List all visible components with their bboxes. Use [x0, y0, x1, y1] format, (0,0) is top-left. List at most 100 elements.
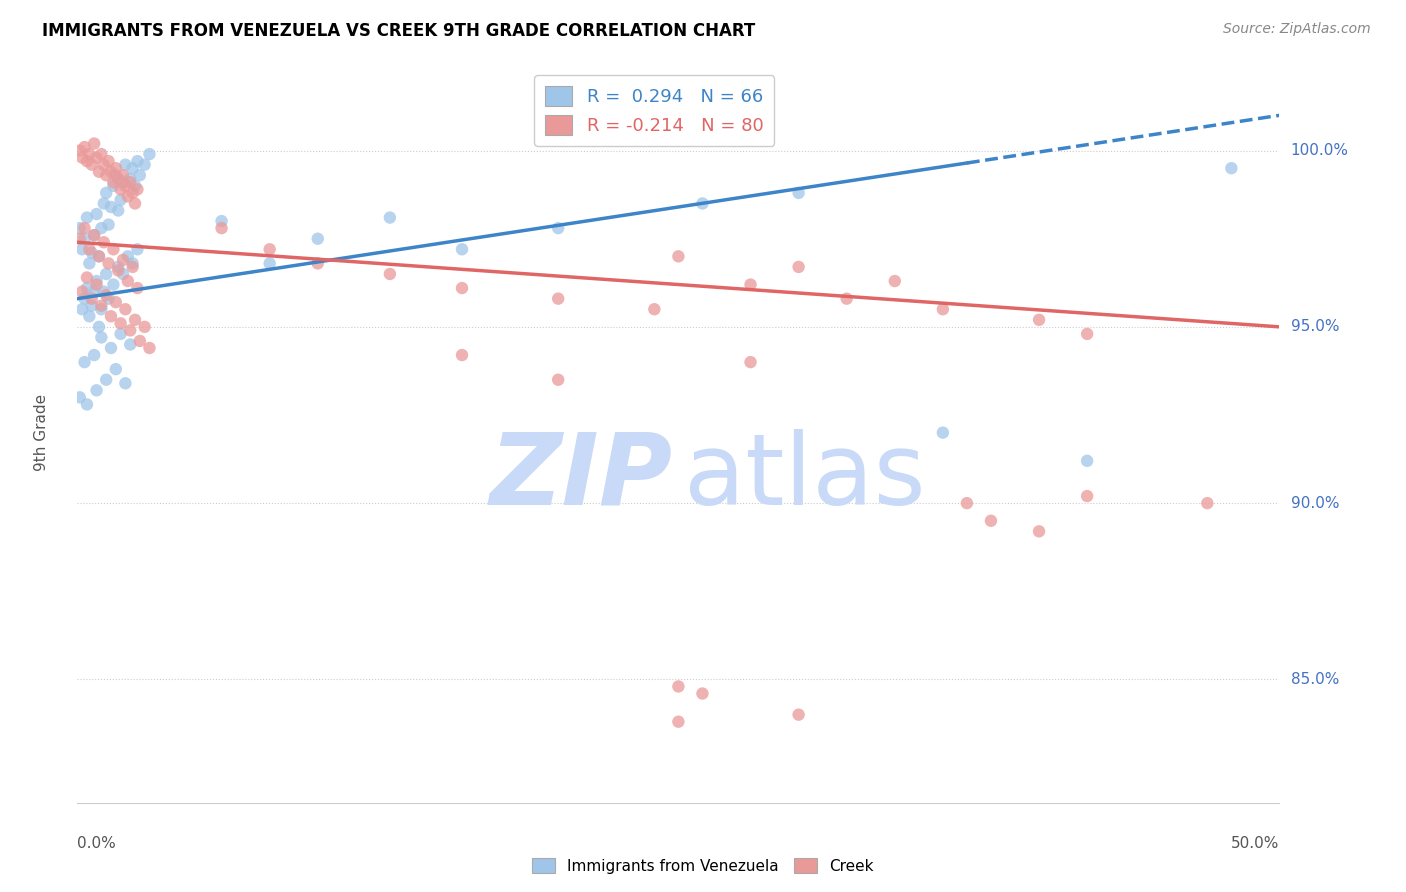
- Point: [97, 256, 120, 270]
- Point: [259, 242, 281, 256]
- Point: [93, 235, 115, 250]
- Point: [97, 292, 120, 306]
- Point: [1197, 496, 1219, 510]
- Text: Source: ZipAtlas.com: Source: ZipAtlas.com: [1223, 22, 1371, 37]
- Point: [69, 232, 91, 246]
- Point: [69, 221, 91, 235]
- Point: [79, 256, 101, 270]
- Point: [107, 203, 129, 218]
- Point: [96, 267, 118, 281]
- Point: [787, 260, 810, 274]
- Point: [70, 285, 93, 299]
- Point: [103, 242, 125, 256]
- Point: [114, 376, 136, 391]
- Point: [69, 390, 91, 404]
- Point: [100, 310, 122, 324]
- Point: [111, 267, 134, 281]
- Point: [124, 313, 146, 327]
- Point: [127, 154, 149, 169]
- Point: [117, 189, 139, 203]
- Point: [97, 218, 120, 232]
- Point: [127, 242, 149, 256]
- Point: [86, 274, 108, 288]
- Point: [100, 200, 122, 214]
- Point: [668, 680, 690, 694]
- Point: [107, 263, 129, 277]
- Point: [259, 256, 281, 270]
- Point: [127, 182, 149, 196]
- Point: [100, 341, 122, 355]
- Point: [104, 362, 127, 376]
- Point: [111, 252, 134, 267]
- Point: [86, 384, 108, 398]
- Point: [96, 373, 118, 387]
- Point: [83, 348, 105, 362]
- Point: [668, 249, 690, 263]
- Point: [547, 292, 569, 306]
- Point: [547, 373, 569, 387]
- Text: 85.0%: 85.0%: [1291, 672, 1339, 687]
- Point: [740, 355, 762, 369]
- Point: [128, 168, 150, 182]
- Point: [104, 295, 127, 310]
- Point: [932, 302, 955, 317]
- Point: [93, 196, 115, 211]
- Point: [80, 158, 103, 172]
- Point: [86, 277, 108, 292]
- Point: [692, 686, 714, 700]
- Point: [90, 299, 112, 313]
- Point: [121, 260, 143, 274]
- Point: [76, 281, 98, 295]
- Point: [96, 168, 118, 182]
- Point: [103, 175, 125, 189]
- Point: [668, 714, 690, 729]
- Point: [80, 245, 103, 260]
- Point: [86, 151, 108, 165]
- Point: [124, 196, 146, 211]
- Point: [451, 348, 474, 362]
- Point: [83, 136, 105, 151]
- Point: [111, 175, 134, 189]
- Text: 0.0%: 0.0%: [77, 836, 117, 851]
- Point: [110, 316, 132, 330]
- Point: [451, 242, 474, 256]
- Point: [127, 281, 149, 295]
- Point: [134, 319, 156, 334]
- Point: [138, 147, 160, 161]
- Point: [110, 182, 132, 196]
- Point: [69, 144, 91, 158]
- Text: atlas: atlas: [685, 428, 927, 525]
- Point: [883, 274, 905, 288]
- Point: [692, 196, 714, 211]
- Point: [87, 165, 110, 179]
- Point: [117, 274, 139, 288]
- Point: [79, 310, 101, 324]
- Point: [114, 178, 136, 193]
- Point: [114, 158, 136, 172]
- Point: [307, 232, 329, 246]
- Point: [134, 158, 156, 172]
- Point: [211, 214, 233, 228]
- Point: [111, 168, 134, 182]
- Point: [643, 302, 665, 317]
- Point: [87, 249, 110, 263]
- Point: [76, 397, 98, 411]
- Point: [83, 228, 105, 243]
- Point: [956, 496, 979, 510]
- Point: [90, 330, 112, 344]
- Point: [114, 302, 136, 317]
- Point: [96, 288, 118, 302]
- Point: [120, 171, 142, 186]
- Point: [932, 425, 955, 440]
- Point: [107, 260, 129, 274]
- Point: [90, 147, 112, 161]
- Point: [1220, 161, 1243, 176]
- Point: [86, 207, 108, 221]
- Point: [128, 334, 150, 348]
- Point: [1076, 454, 1098, 468]
- Point: [73, 292, 96, 306]
- Point: [787, 186, 810, 200]
- Point: [211, 221, 233, 235]
- Point: [307, 256, 329, 270]
- Text: ZIP: ZIP: [489, 428, 672, 525]
